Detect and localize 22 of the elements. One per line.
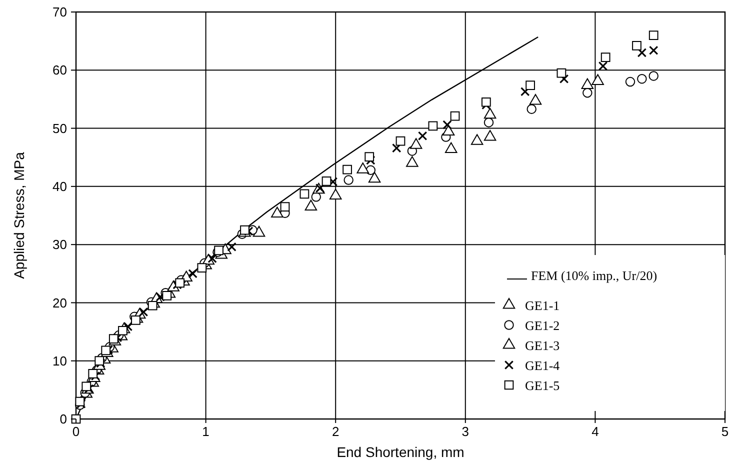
x-tick-label: 0 (72, 424, 80, 439)
x-tick-label: 5 (721, 424, 729, 439)
y-tick-label: 50 (52, 120, 67, 136)
y-tick-label: 10 (52, 353, 67, 368)
legend-label: GE1-2 (525, 318, 560, 333)
y-axis-title: Applied Stress, MPa (11, 152, 27, 279)
y-tick-label: 30 (52, 237, 67, 252)
x-tick-label: 2 (332, 424, 340, 439)
x-tick-label: 4 (592, 424, 599, 439)
x-tick-label: 1 (202, 424, 210, 439)
legend-label: GE1-3 (525, 338, 560, 353)
y-tick-label: 60 (52, 62, 67, 78)
legend-label: GE1-4 (525, 358, 560, 373)
y-tick-label: 40 (52, 178, 67, 194)
x-tick-label: 3 (462, 424, 470, 439)
x-axis-title: End Shortening, mm (336, 444, 464, 460)
legend-label: GE1-5 (525, 378, 560, 393)
y-tick-label: 0 (60, 412, 67, 427)
legend-label: GE1-1 (525, 298, 560, 313)
y-tick-label: 70 (52, 4, 67, 20)
legend-label: FEM (10% imp., Ur/20) (531, 268, 658, 283)
y-tick-label: 20 (52, 295, 67, 310)
